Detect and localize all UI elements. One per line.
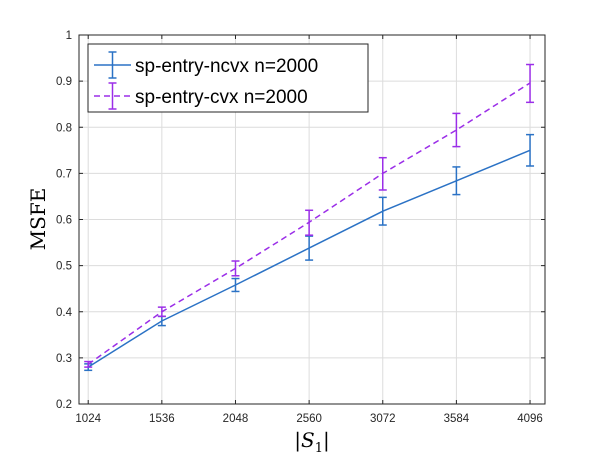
abs-bar-left: | (294, 428, 301, 453)
error-bar (526, 63, 535, 104)
x-axis-label: |S1| (294, 428, 329, 454)
error-bar (84, 360, 93, 368)
error-bar (452, 112, 461, 148)
error-bar (526, 133, 535, 167)
series-cvx (84, 63, 535, 368)
y-tick-label: 0.2 (56, 399, 72, 411)
error-bar (157, 306, 166, 318)
x-tick-label: 3584 (444, 413, 470, 425)
error-bar (378, 156, 387, 191)
error-bar (231, 277, 240, 293)
y-tick-label: 0.8 (56, 122, 72, 134)
set-symbol: S (301, 428, 315, 452)
error-bar (378, 196, 387, 226)
error-bar (305, 235, 314, 261)
y-tick-label: 0.9 (56, 76, 72, 88)
abs-bar-right: | (323, 428, 330, 453)
x-tick-label: 2560 (296, 413, 322, 425)
x-tick-label: 1536 (149, 413, 175, 425)
series-layer (84, 63, 535, 372)
set-subscript: 1 (315, 441, 323, 454)
y-tick-label: 0.5 (56, 261, 72, 273)
error-bar (452, 166, 461, 196)
legend-box (87, 43, 369, 113)
x-axis-label-text: |S1| (294, 428, 329, 454)
legend-sample-cvx (94, 82, 131, 110)
legend: sp-entry-ncvx n=2000 sp-entry-cvx n=2000 (87, 43, 369, 113)
legend-entry-ncvx: sp-entry-ncvx n=2000 (135, 56, 318, 77)
y-tick-label: 0.4 (56, 307, 73, 319)
legend-sample-ncvx (94, 51, 131, 79)
y-tick-label: 0.6 (56, 215, 72, 227)
x-tick-label: 2048 (223, 413, 249, 425)
error-bar (231, 260, 240, 277)
y-axis-label: MSFE (26, 188, 50, 251)
y-tick-label: 0.3 (56, 353, 72, 365)
tick-layer: 0.2 0.3 0.4 0.5 0.6 0.7 0.8 0.9 1 1024 1536 2048 256… (56, 30, 545, 425)
legend-entry-cvx: sp-entry-cvx n=2000 (135, 87, 308, 108)
x-tick-label: 1024 (75, 413, 101, 425)
x-tick-label: 4096 (517, 413, 543, 425)
y-tick-label: 0.7 (56, 168, 72, 180)
x-tick-label: 3072 (370, 413, 396, 425)
y-tick-label: 1 (66, 30, 72, 42)
error-bar (305, 209, 314, 236)
